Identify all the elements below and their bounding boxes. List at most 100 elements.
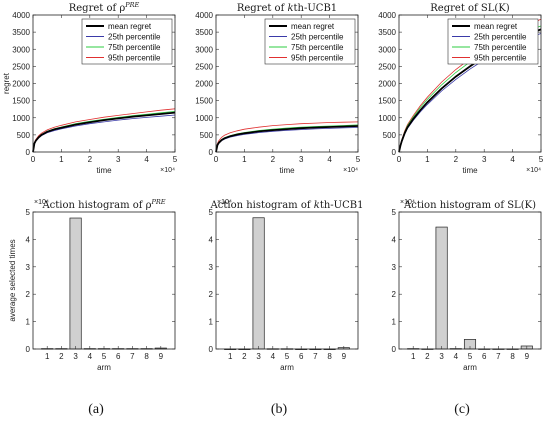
y-tick-label: 1500	[378, 97, 396, 106]
y-axis-label: average selected times	[8, 239, 17, 321]
y-tick-label: 5	[392, 208, 397, 217]
x-tick-label: 5	[102, 352, 107, 361]
y-tick-label: 2	[26, 290, 31, 299]
y-tick-label: 3000	[12, 45, 30, 54]
y-tick-label: 500	[383, 131, 397, 140]
chart-title: Action histogram of SL(K)	[403, 200, 536, 211]
x-tick-label: 2	[59, 352, 64, 361]
chart-title-italic: k	[287, 3, 293, 14]
x-tick-label: 0	[397, 155, 402, 164]
legend-entry: 95th percentile	[474, 54, 527, 63]
legend-entry: mean regret	[291, 22, 335, 31]
y-tick-label: 0	[392, 345, 397, 354]
y-tick-label: 1	[392, 318, 397, 327]
x-tick-label: 6	[299, 352, 304, 361]
x-tick-label: 2	[242, 352, 247, 361]
y-tick-label: 0	[26, 345, 31, 354]
x-tick-label: 1	[242, 155, 247, 164]
bar-arm-3	[252, 217, 265, 350]
x-tick-label: 4	[88, 352, 93, 361]
x-tick-label: 2	[271, 155, 276, 164]
y-tick-label: 1	[209, 318, 214, 327]
x-axis-label: arm	[463, 363, 477, 372]
x-axis-label: time	[279, 166, 295, 175]
panel-caption: (c)	[454, 402, 470, 417]
x-tick-label: 7	[130, 352, 135, 361]
x-axis-exponent: ×10⁴	[160, 167, 175, 174]
x-tick-label: 4	[510, 155, 515, 164]
y-tick-label: 3500	[195, 28, 213, 37]
y-tick-label: 2000	[378, 80, 396, 89]
series-line-mean-regret	[215, 125, 359, 153]
y-tick-label: 2	[392, 290, 397, 299]
legend-entry: 95th percentile	[291, 54, 344, 63]
y-tick-label: 500	[200, 131, 214, 140]
x-tick-label: 4	[327, 155, 332, 164]
panel-caption: (b)	[271, 402, 288, 417]
x-tick-label: 8	[510, 352, 515, 361]
chart-title: Regret of SL(K)	[430, 3, 510, 14]
y-tick-label: 4000	[195, 11, 213, 20]
y-tick-label: 3500	[378, 28, 396, 37]
panel-caption: (a)	[88, 402, 104, 417]
plot-frame	[398, 211, 542, 350]
bar-arm-3	[69, 217, 82, 350]
y-axis-exponent: ×10⁴	[34, 199, 49, 206]
y-tick-label: 3	[26, 263, 31, 272]
x-tick-label: 9	[159, 352, 164, 361]
y-tick-label: 4000	[12, 11, 30, 20]
y-tick-label: 2000	[195, 80, 213, 89]
y-tick-label: 2500	[378, 62, 396, 71]
y-tick-label: 4000	[378, 11, 396, 20]
legend-entry: 25th percentile	[108, 33, 161, 42]
regret-chart-1: Regret of ρPRE05001000150020002500300035…	[2, 1, 178, 175]
x-tick-label: 3	[116, 155, 121, 164]
chart-title-main: Action histogram of SL(K)	[403, 200, 536, 211]
x-tick-label: 5	[356, 155, 361, 164]
legend-entry: 95th percentile	[108, 54, 161, 63]
y-axis-exponent: ×10⁴	[217, 199, 232, 206]
chart-title-rest: th-UCB1	[320, 200, 364, 211]
x-tick-label: 9	[525, 352, 530, 361]
y-tick-label: 2500	[12, 62, 30, 71]
x-tick-label: 5	[468, 352, 473, 361]
x-tick-label: 0	[31, 155, 36, 164]
x-tick-label: 1	[45, 352, 50, 361]
y-tick-label: 1500	[195, 97, 213, 106]
x-tick-label: 4	[454, 352, 459, 361]
chart-title-rest: th-UCB1	[294, 3, 338, 14]
x-tick-label: 9	[342, 352, 347, 361]
x-tick-label: 3	[73, 352, 78, 361]
y-tick-label: 3000	[195, 45, 213, 54]
x-tick-label: 2	[425, 352, 430, 361]
x-tick-label: 1	[228, 352, 233, 361]
y-tick-label: 5	[26, 208, 31, 217]
legend-entry: mean regret	[474, 22, 518, 31]
bar-arm-3	[435, 226, 448, 350]
x-tick-label: 5	[285, 352, 290, 361]
x-tick-label: 7	[496, 352, 501, 361]
y-axis-exponent: ×10⁴	[400, 199, 415, 206]
legend-entry: mean regret	[108, 22, 152, 31]
x-tick-label: 2	[454, 155, 459, 164]
chart-title: Regret of kth-UCB1	[237, 3, 337, 14]
x-tick-label: 3	[256, 352, 261, 361]
y-tick-label: 3	[392, 263, 397, 272]
x-tick-label: 3	[439, 352, 444, 361]
y-tick-label: 1	[26, 318, 31, 327]
x-tick-label: 1	[425, 155, 430, 164]
x-tick-label: 5	[539, 155, 544, 164]
x-axis-label: time	[96, 166, 112, 175]
x-tick-label: 4	[144, 155, 149, 164]
plot-frame	[32, 14, 176, 153]
x-tick-label: 8	[327, 352, 332, 361]
legend-entry: 75th percentile	[291, 43, 344, 52]
x-tick-label: 1	[59, 155, 64, 164]
y-tick-label: 5	[209, 208, 214, 217]
x-tick-label: 7	[313, 352, 318, 361]
x-axis-exponent: ×10⁴	[343, 167, 358, 174]
